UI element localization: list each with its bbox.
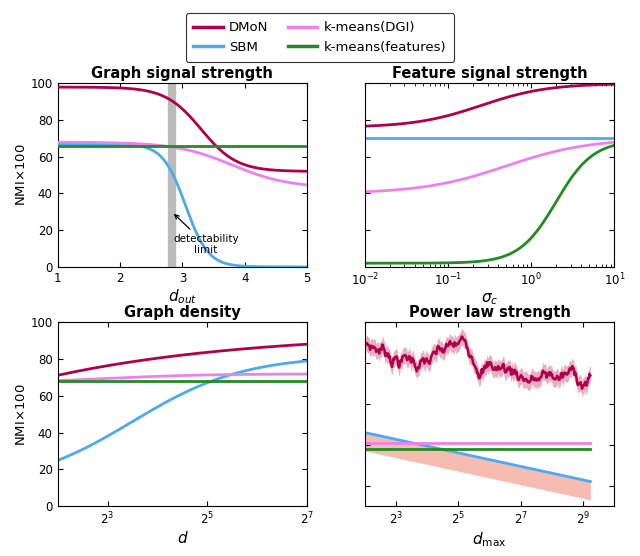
Y-axis label: NMI$\times$100: NMI$\times$100 [15,383,28,445]
Text: detectability
limit: detectability limit [173,215,239,255]
X-axis label: $d_{out}$: $d_{out}$ [168,287,197,306]
Title: Feature signal strength: Feature signal strength [392,66,588,81]
Y-axis label: NMI$\times$100: NMI$\times$100 [15,144,28,206]
Title: Graph signal strength: Graph signal strength [92,66,273,81]
Legend: DMoN, SBM, k-means(DGI), k-means(features): DMoN, SBM, k-means(DGI), k-means(feature… [186,13,454,62]
Title: Power law strength: Power law strength [409,305,570,320]
X-axis label: $d$: $d$ [177,530,188,546]
X-axis label: $\sigma_c$: $\sigma_c$ [481,291,499,307]
Title: Graph density: Graph density [124,305,241,320]
X-axis label: $d_{\mathrm{max}}$: $d_{\mathrm{max}}$ [472,530,507,549]
